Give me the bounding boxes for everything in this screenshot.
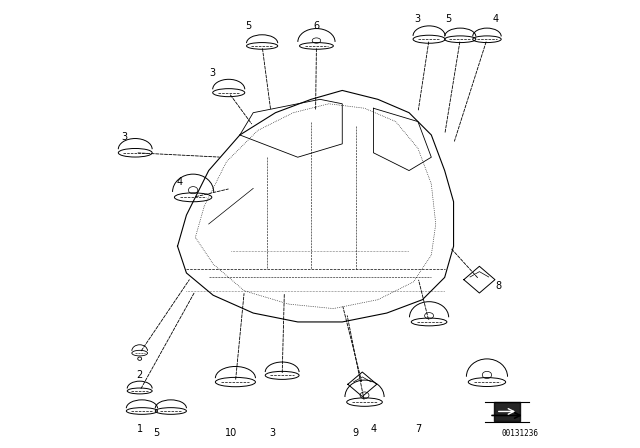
Text: 3: 3: [269, 428, 275, 438]
Text: 5: 5: [445, 14, 451, 24]
Text: 9: 9: [353, 428, 358, 438]
Text: 10: 10: [225, 428, 237, 438]
Text: 4: 4: [177, 177, 183, 187]
Text: 3: 3: [209, 68, 215, 78]
Text: 4: 4: [493, 14, 499, 24]
Text: 4: 4: [371, 424, 376, 434]
Text: 3: 3: [414, 14, 420, 24]
Text: 8: 8: [495, 281, 501, 291]
Text: 3: 3: [121, 132, 127, 142]
Text: 7: 7: [415, 424, 421, 434]
Text: 1: 1: [136, 424, 143, 434]
Text: 5: 5: [246, 21, 252, 31]
Text: 5: 5: [154, 428, 160, 438]
Text: 2: 2: [136, 370, 143, 380]
Text: 00131236: 00131236: [501, 429, 538, 438]
Text: 6: 6: [314, 21, 319, 31]
